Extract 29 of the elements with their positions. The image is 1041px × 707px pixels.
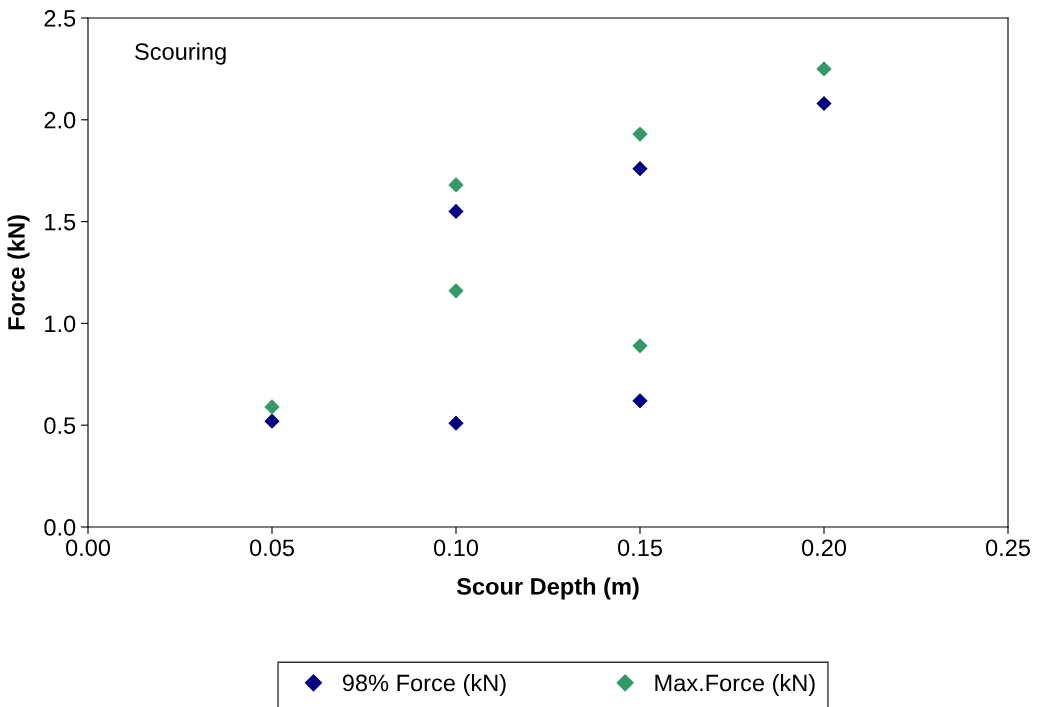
point	[448, 283, 464, 299]
point	[448, 203, 464, 220]
annotation: Scouring	[135, 42, 226, 65]
y-tick-label: 2.0	[44, 111, 76, 129]
point	[632, 393, 648, 409]
y-tick-label: 2.5	[44, 10, 76, 27]
y-tick-label: 0.0	[44, 519, 76, 536]
x-tick-label: 0.05	[249, 539, 294, 557]
point	[448, 177, 464, 193]
x-axis-title: Scour Depth (m)	[456, 577, 639, 600]
point	[448, 415, 464, 431]
point	[632, 161, 648, 177]
y-axis-title: Force (kN)	[7, 215, 30, 330]
y-tick-label: 1.5	[45, 213, 76, 231]
y-tick-label: 0.5	[44, 417, 76, 434]
point	[632, 338, 648, 354]
x-tick-label: 0.25	[985, 539, 1030, 557]
y-tick-label: 1.0	[45, 315, 76, 333]
x-tick-label: 0.00	[65, 539, 111, 557]
point	[632, 126, 648, 142]
legend-label: 98% Force (kN)	[342, 673, 506, 696]
x-tick-label: 0.20	[801, 539, 847, 557]
point	[816, 95, 832, 112]
point	[264, 399, 280, 415]
point	[816, 61, 832, 77]
point	[264, 413, 280, 429]
x-tick-label: 0.10	[433, 539, 479, 557]
legend-label: Max.Force (kN)	[655, 673, 815, 696]
x-tick-label: 0.15	[617, 539, 662, 557]
